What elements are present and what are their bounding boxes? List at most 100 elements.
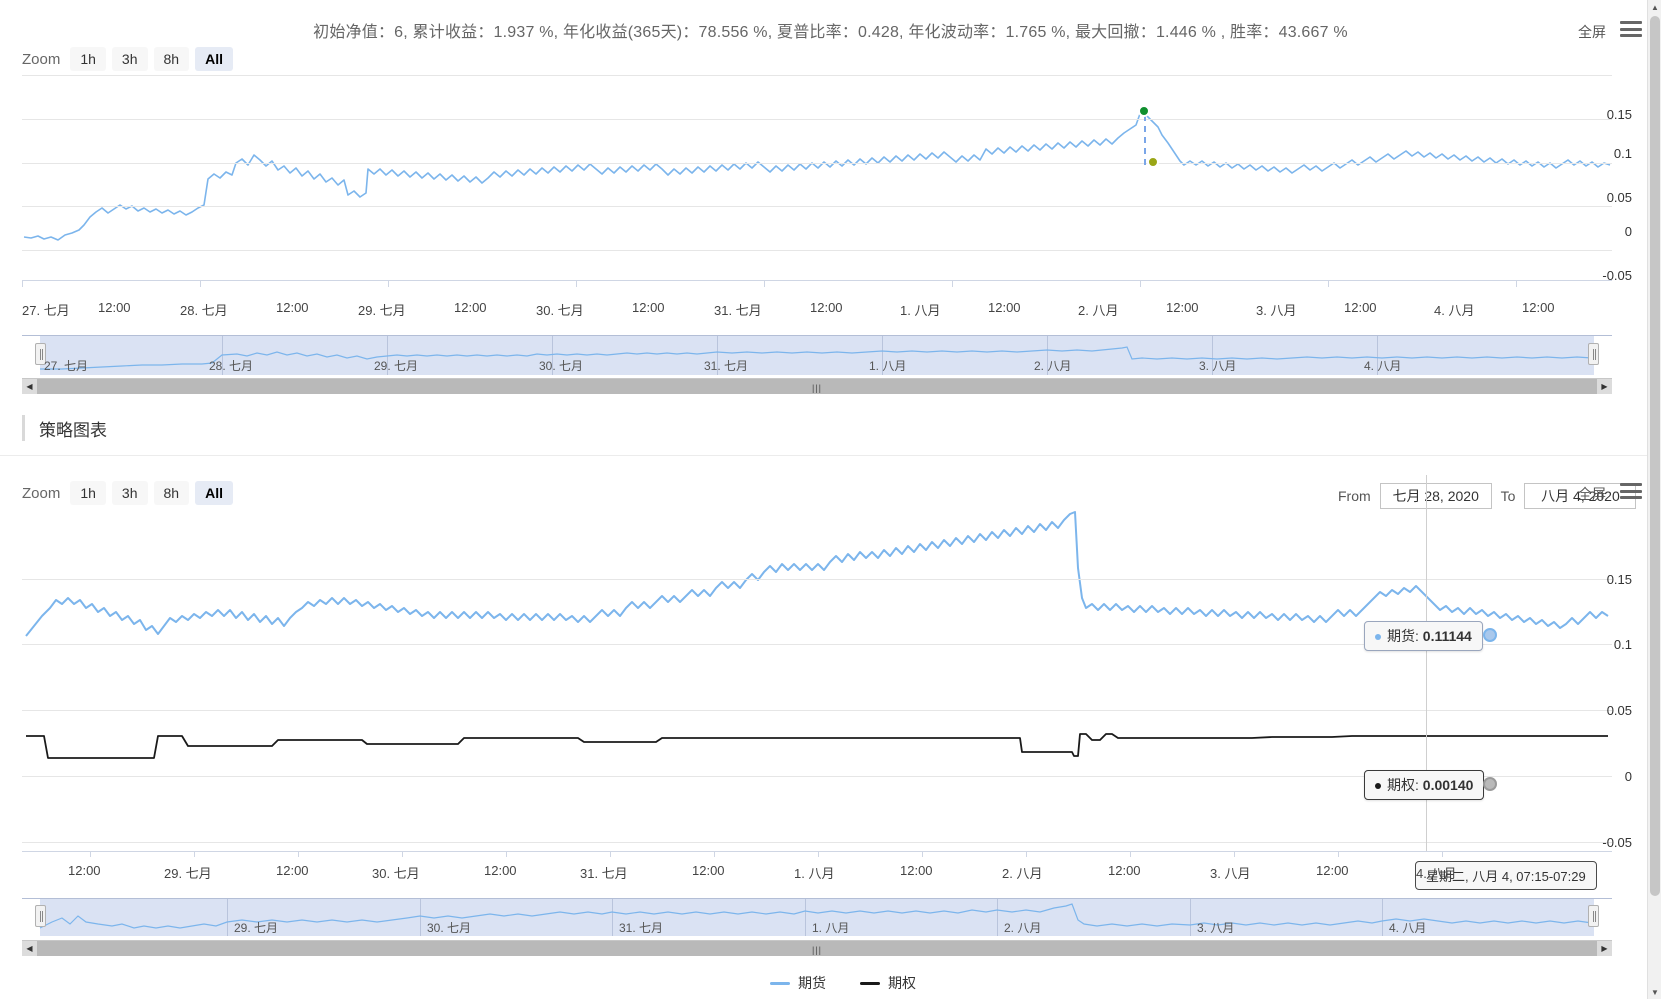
- chart2-ytick-0: 0.15: [1606, 572, 1632, 587]
- chart2-xlabel-0: 12:00: [68, 863, 101, 878]
- page-scrollbar[interactable]: ▲ ▼: [1647, 0, 1661, 999]
- chart1-navigator-handle-right[interactable]: [1588, 343, 1599, 365]
- chart2-zoom-all[interactable]: All: [195, 481, 233, 505]
- chart2-tooltip-futures-label: 期货: [1387, 628, 1415, 644]
- chart1-scrollbar-track[interactable]: ◀ ▶ |||: [22, 378, 1612, 394]
- chart2-tooltip-futures-knob[interactable]: [1483, 628, 1497, 642]
- chart2-navigator-sparkline: [39, 903, 1593, 929]
- chart2-gridline: [22, 710, 1612, 711]
- chart1-nav-date-5: 1. 八月: [869, 359, 907, 373]
- chart2-zoom-8h[interactable]: 8h: [153, 481, 190, 505]
- chart1-zoom-3h[interactable]: 3h: [111, 47, 148, 71]
- chart2-tooltip-options-knob[interactable]: [1483, 777, 1497, 791]
- chart2-gridline: [22, 644, 1612, 645]
- chart1-marker-high[interactable]: [1138, 105, 1150, 117]
- chart1-scrollbar-thumb[interactable]: |||: [37, 379, 1597, 394]
- chart1-navigator-top-border: [22, 335, 1612, 336]
- chart2-xlabel-2: 12:00: [276, 863, 309, 878]
- chart1-navigator[interactable]: 27. 七月 28. 七月 29. 七月 30. 七月 31. 七月 1. 八月…: [22, 335, 1612, 375]
- chart2-xlabel-5: 31. 七月: [580, 866, 628, 881]
- chart2-gridline: [22, 579, 1612, 580]
- chart2-tooltip-date: 星期二, 八月 4, 07:15-07:29: [1415, 861, 1597, 890]
- chart1-marker-drawdown[interactable]: [1147, 156, 1159, 168]
- chart2-series-group: [25, 511, 1609, 759]
- chart2-navigator-selection[interactable]: [40, 899, 1594, 936]
- chart1-ytick-1: 0.1: [1613, 146, 1632, 161]
- chart2-gridline: [22, 842, 1612, 843]
- chart1-xtick: [1516, 280, 1517, 287]
- chart1-navigator-vline: [717, 336, 718, 375]
- chart1-xlabel-9: 12:00: [810, 300, 843, 315]
- chart2-zoom-label: Zoom: [22, 484, 61, 502]
- legend-item-futures[interactable]: 期货: [770, 973, 826, 993]
- fullscreen-label-top[interactable]: 全屏: [1578, 24, 1606, 40]
- chart1-scroll-left-arrow[interactable]: ◀: [22, 379, 37, 394]
- chart2-navigator-handle-left[interactable]: [35, 905, 46, 927]
- page-scroll-up-arrow[interactable]: ▲: [1651, 2, 1659, 12]
- chart1-gridline: [22, 206, 1612, 207]
- legend-swatch-futures: [770, 981, 790, 985]
- chart2-xtick: [1442, 851, 1443, 857]
- hamburger-menu-icon-chart2[interactable]: [1620, 483, 1642, 499]
- chart2-xlabel-7: 1. 八月: [794, 866, 835, 881]
- chart1-nav-date-4: 31. 七月: [704, 359, 749, 373]
- chart1-navigator-selection[interactable]: [40, 336, 1594, 375]
- chart1-gridline: [22, 75, 1612, 76]
- chart2-range-to-input[interactable]: [1524, 483, 1637, 509]
- chart1-xtick: [1140, 280, 1141, 287]
- chart2-xtick: [922, 851, 923, 857]
- chart1-navigator-vline: [1377, 336, 1378, 375]
- chart2-nav-date-3: 1. 八月: [812, 921, 850, 935]
- chart2-xlabel-9: 2. 八月: [1002, 866, 1043, 881]
- chart2-scroll-left-arrow[interactable]: ◀: [22, 941, 37, 956]
- chart2-nav-date-0: 29. 七月: [234, 921, 279, 935]
- chart2-nav-date-5: 3. 八月: [1197, 921, 1235, 935]
- page-scroll-down-arrow[interactable]: ▼: [1651, 987, 1659, 997]
- chart1-navigator-handle-left[interactable]: [35, 343, 46, 365]
- chart2-tooltip-options-label: 期权: [1387, 777, 1415, 793]
- chart2-navigator-vline: [805, 899, 806, 936]
- chart2-navigator[interactable]: 29. 七月 30. 七月 31. 七月 1. 八月 2. 八月 3. 八月 4…: [22, 898, 1612, 936]
- chart2-xtick: [506, 851, 507, 857]
- chart1-xlabel-7: 12:00: [632, 300, 665, 315]
- chart2-xtick: [194, 851, 195, 857]
- chart1-ytick-0: 0.15: [1606, 107, 1632, 122]
- chart2-scrollbar-thumb[interactable]: |||: [37, 941, 1597, 956]
- chart1-navigator-vline: [552, 336, 553, 375]
- chart2-scrollbar-track[interactable]: ◀ ▶ |||: [22, 940, 1612, 956]
- chart1-marker-connector: [1144, 115, 1146, 165]
- chart2-zoom-1h[interactable]: 1h: [70, 481, 106, 505]
- chart2-xtick: [818, 851, 819, 857]
- fullscreen-label-chart2[interactable]: 全屏: [1578, 486, 1606, 502]
- chart2-zoom-3h[interactable]: 3h: [111, 481, 148, 505]
- chart1-zoom-8h[interactable]: 8h: [153, 47, 190, 71]
- chart2-scroll-right-arrow[interactable]: ▶: [1597, 941, 1612, 956]
- hamburger-menu-icon-top[interactable]: [1620, 21, 1642, 37]
- chart2-range-from-label: From: [1338, 488, 1371, 504]
- chart1-nav-date-6: 2. 八月: [1034, 359, 1072, 373]
- chart2-xtick: [402, 851, 403, 857]
- chart1-ytick-4: -0.05: [1602, 268, 1632, 283]
- chart2-xlabel-6: 12:00: [692, 863, 725, 878]
- chart1-xlabel-5: 12:00: [454, 300, 487, 315]
- chart2-nav-date-6: 4. 八月: [1389, 921, 1427, 935]
- section-accent-bar: [22, 415, 25, 441]
- chart2-xtick: [1130, 851, 1131, 857]
- chart2-range-from-input[interactable]: [1379, 483, 1492, 509]
- chart2-navigator-vline: [997, 899, 998, 936]
- legend-item-options[interactable]: 期权: [860, 973, 916, 993]
- chart1-zoom-1h[interactable]: 1h: [70, 47, 106, 71]
- chart2-navigator-handle-right[interactable]: [1588, 905, 1599, 927]
- chart2-tooltip-futures-value: 0.11144: [1422, 628, 1472, 644]
- section-divider: [0, 455, 1661, 456]
- chart1-line-series: [23, 110, 1611, 241]
- chart1-xlabel-2: 28. 七月: [180, 303, 228, 318]
- chart1-zoom-all[interactable]: All: [195, 47, 233, 71]
- chart2-ytick-3: 0: [1624, 769, 1632, 784]
- chart1-xlabel-6: 30. 七月: [536, 303, 584, 318]
- chart1-nav-date-3: 30. 七月: [539, 359, 584, 373]
- chart2-navigator-vline: [1382, 899, 1383, 936]
- chart1-xlabel-12: 2. 八月: [1078, 303, 1119, 318]
- chart1-scroll-right-arrow[interactable]: ▶: [1597, 379, 1612, 394]
- page-scrollbar-thumb[interactable]: [1650, 16, 1660, 896]
